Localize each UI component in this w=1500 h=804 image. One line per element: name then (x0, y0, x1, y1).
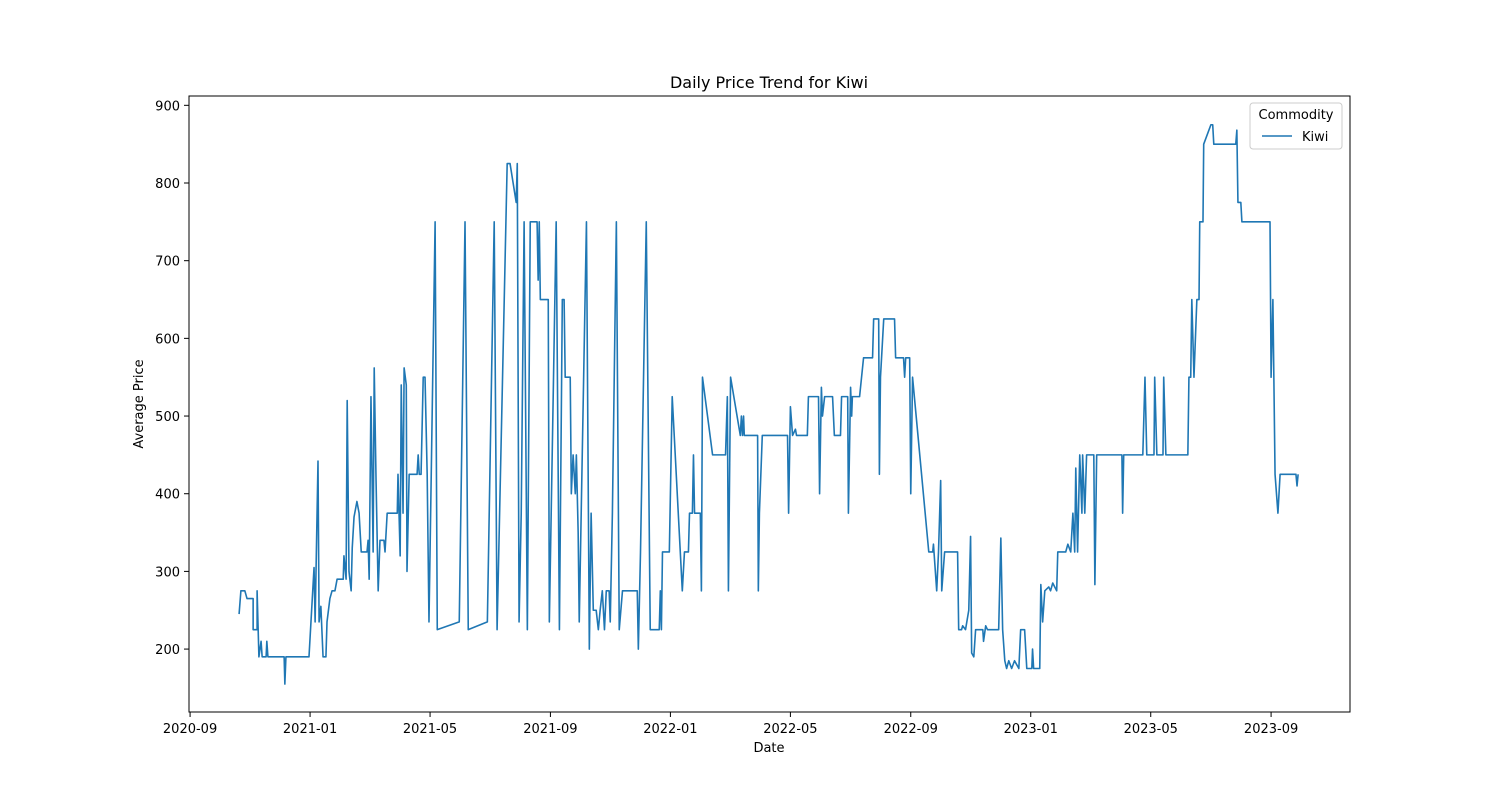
y-tick-label: 300 (155, 565, 180, 580)
x-tick-label: 2023-05 (1124, 722, 1178, 737)
x-tick-label: 2021-09 (523, 722, 577, 737)
y-tick-label: 700 (155, 255, 180, 270)
x-tick-label: 2020-09 (163, 722, 217, 737)
x-tick-label: 2023-01 (1004, 722, 1058, 737)
y-tick-label: 500 (155, 410, 180, 425)
y-tick-label: 800 (155, 177, 180, 192)
x-tick-label: 2021-05 (403, 722, 457, 737)
y-axis-label: Average Price (132, 359, 147, 448)
x-tick-label: 2021-01 (283, 722, 337, 737)
plot-frame (188, 95, 1351, 713)
y-tick-label: 900 (155, 99, 180, 114)
x-tick-label: 2022-01 (643, 722, 697, 737)
y-tick-label: 400 (155, 488, 180, 503)
legend-label: Kiwi (1302, 130, 1328, 145)
x-axis-label: Date (753, 741, 784, 756)
chart-title: Daily Price Trend for Kiwi (670, 73, 868, 92)
y-tick-label: 200 (155, 643, 180, 658)
x-tick-label: 2023-09 (1244, 722, 1298, 737)
x-tick-label: 2022-09 (884, 722, 938, 737)
x-tick-label: 2022-05 (763, 722, 817, 737)
y-tick-label: 600 (155, 332, 180, 347)
data-line (238, 123, 1299, 685)
legend-box (1249, 102, 1343, 150)
legend-title: Commodity (1259, 108, 1334, 123)
